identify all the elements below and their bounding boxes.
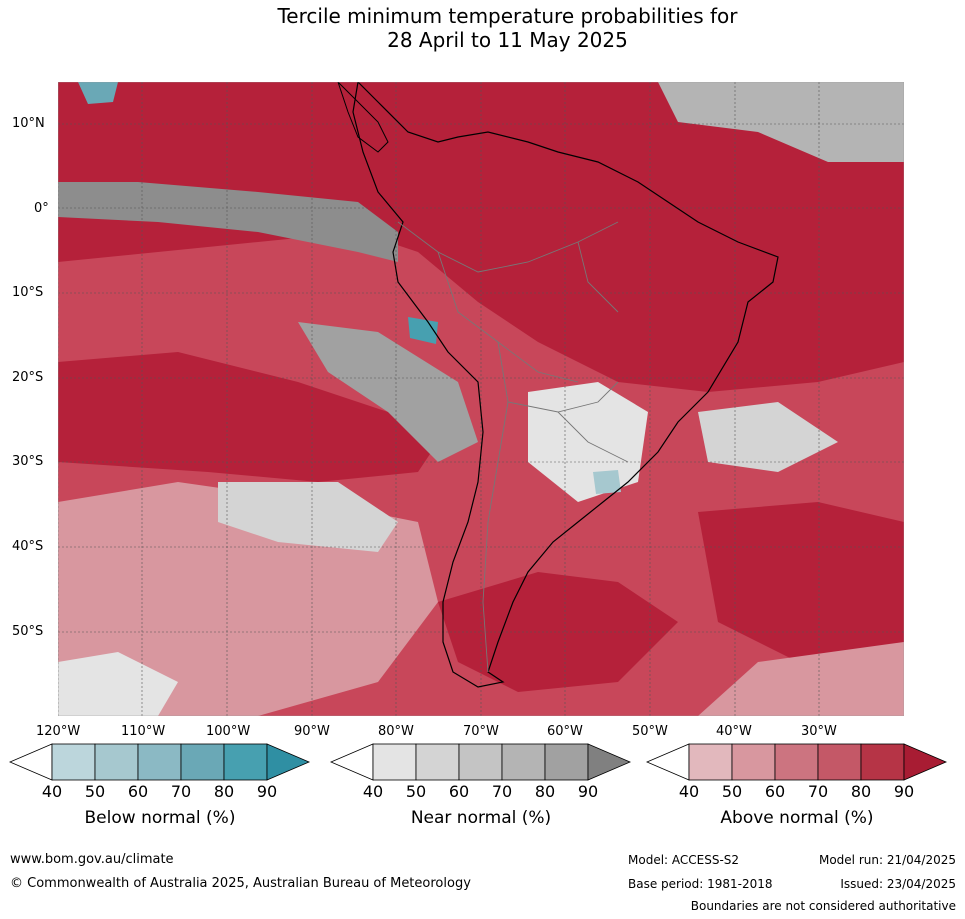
lon-label: 110°W: [121, 724, 166, 739]
colorbar-tick-label: 90: [577, 782, 599, 801]
colorbar-label-above: Above normal (%): [720, 808, 874, 828]
colorbar-segment: [774, 743, 819, 781]
base-period: Base period: 1981-2018: [628, 877, 773, 891]
colorbar-extend-low: [329, 743, 374, 781]
below-normal-patch-andes: [408, 317, 438, 344]
south-america-coastline: [352, 82, 779, 688]
copyright-text: © Commonwealth of Australia 2025, Austra…: [10, 876, 471, 891]
map-title: Tercile minimum temperature probabilitie…: [0, 4, 965, 52]
issued-date: Issued: 23/04/2025: [840, 877, 956, 891]
lat-label: 50°S: [12, 624, 44, 639]
colorbar-segment: [223, 743, 268, 781]
near-normal-pacific-patch: [298, 322, 478, 462]
below-normal-patch-uruguay: [593, 470, 621, 494]
colorbar-tick-label: 70: [170, 782, 192, 801]
colorbar-tick-label: 60: [448, 782, 470, 801]
colorbar-extend-low: [645, 743, 690, 781]
model-name: Model: ACCESS-S2: [628, 853, 740, 867]
colorbar-segment: [817, 743, 862, 781]
colorbar-above: [645, 743, 948, 781]
colorbar-tick-label: 70: [807, 782, 829, 801]
lat-label: 20°S: [12, 370, 44, 385]
colorbar-tick-label: 90: [893, 782, 915, 801]
below-normal-patch-north: [78, 82, 118, 104]
colorbar-tick-label: 60: [127, 782, 149, 801]
near-normal-southern: [58, 652, 178, 716]
lon-label: 90°W: [294, 724, 330, 739]
colorbar-segment: [731, 743, 776, 781]
colorbar-tick-label: 50: [84, 782, 106, 801]
colorbar-tick-label: 40: [362, 782, 384, 801]
colorbar-segment: [688, 743, 733, 781]
colorbar-segment: [51, 743, 96, 781]
lat-label: 10°S: [12, 285, 44, 300]
colorbars: [8, 743, 948, 781]
lat-label: 0°: [34, 201, 49, 216]
near-normal-atlantic-patch: [698, 402, 838, 472]
above-normal-strong-north: [58, 82, 904, 392]
colorbar-label-near: Near normal (%): [410, 808, 552, 828]
colorbar-tick-label: 90: [256, 782, 278, 801]
colorbar-segment: [458, 743, 503, 781]
lat-label: 10°N: [12, 116, 45, 131]
colorbar-segment: [860, 743, 905, 781]
colorbar-below: [8, 743, 311, 781]
colorbar-tick-label: 60: [764, 782, 786, 801]
lon-label: 50°W: [632, 724, 668, 739]
boundary-disclaimer: Boundaries are not considered authoritat…: [690, 899, 956, 913]
country-borders: [397, 221, 629, 673]
colorbar-segment: [415, 743, 460, 781]
lon-label: 40°W: [716, 724, 752, 739]
above-normal-strong-east: [698, 502, 904, 662]
colorbar-segment: [501, 743, 546, 781]
colorbar-tick-label: 80: [534, 782, 556, 801]
colorbar-segment: [372, 743, 417, 781]
colorbar-extend-high: [587, 743, 632, 781]
colorbar-near: [329, 743, 632, 781]
lon-label: 70°W: [463, 724, 499, 739]
colorbar-extend-high: [266, 743, 311, 781]
central-america-coastline: [337, 82, 389, 153]
colorbar-tick-label: 80: [850, 782, 872, 801]
near-normal-equatorial-band: [58, 182, 398, 262]
colorbar-label-below: Below normal (%): [84, 808, 236, 828]
probability-map: [58, 82, 904, 716]
colorbar-segment: [180, 743, 225, 781]
lat-label: 30°S: [12, 454, 44, 469]
near-normal-north-atlantic: [658, 82, 904, 162]
colorbar-segment: [137, 743, 182, 781]
colorbar-segment: [94, 743, 139, 781]
colorbar-tick-label: 50: [721, 782, 743, 801]
near-normal-subtropics: [218, 482, 398, 552]
colorbar-extend-high: [903, 743, 948, 781]
lat-label: 40°S: [12, 539, 44, 554]
lon-label: 80°W: [378, 724, 414, 739]
lon-label: 100°W: [206, 724, 251, 739]
colorbar-tick-label: 40: [41, 782, 63, 801]
colorbar-tick-label: 70: [491, 782, 513, 801]
website-link[interactable]: www.bom.gov.au/climate: [10, 852, 174, 867]
colorbar-tick-label: 40: [678, 782, 700, 801]
above-normal-light-southeast: [698, 642, 904, 716]
title-line-1: Tercile minimum temperature probabilitie…: [277, 4, 738, 28]
title-line-2: 28 April to 11 May 2025: [387, 28, 628, 52]
lon-label: 30°W: [801, 724, 837, 739]
above-normal-strong-west: [58, 352, 438, 482]
colorbar-tick-label: 80: [213, 782, 235, 801]
colorbar-segment: [544, 743, 589, 781]
lon-label: 60°W: [547, 724, 583, 739]
graticule: [58, 82, 904, 716]
model-run-date: Model run: 21/04/2025: [818, 853, 956, 867]
colorbar-tick-label: 50: [405, 782, 427, 801]
lon-label: 120°W: [36, 724, 81, 739]
colorbar-extend-low: [8, 743, 53, 781]
